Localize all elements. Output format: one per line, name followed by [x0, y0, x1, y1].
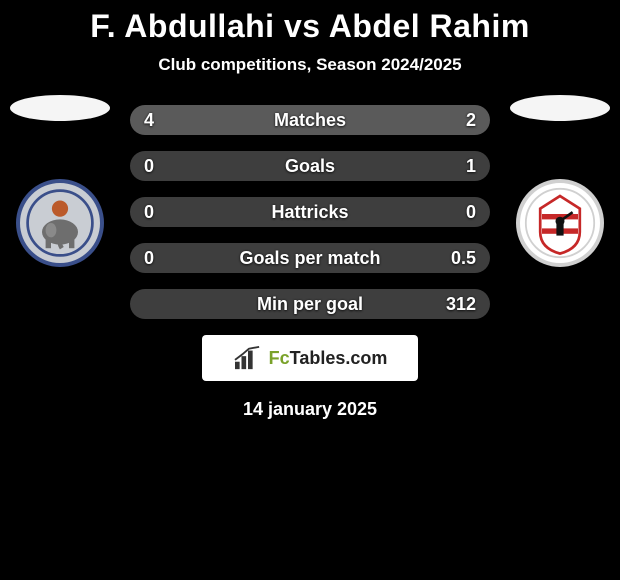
stat-label: Hattricks — [130, 202, 490, 223]
stat-left-value: 0 — [144, 156, 154, 177]
player-left-ellipse — [10, 95, 110, 121]
stat-label: Goals — [130, 156, 490, 177]
enyimba-logo-icon — [24, 187, 96, 259]
club-logo-right — [516, 179, 604, 267]
player-right-column — [500, 95, 620, 267]
bar-chart-icon — [233, 345, 263, 371]
comparison-title: F. Abdullahi vs Abdel Rahim — [0, 0, 620, 45]
comparison-date: 14 january 2025 — [0, 399, 620, 420]
player-right-ellipse — [510, 95, 610, 121]
branding-suffix: Tables.com — [290, 348, 388, 368]
branding-prefix: Fc — [269, 348, 290, 368]
comparison-subtitle: Club competitions, Season 2024/2025 — [0, 55, 620, 75]
club-logo-left — [16, 179, 104, 267]
stat-right-value: 312 — [446, 294, 476, 315]
stat-row: 4Matches2 — [130, 105, 490, 135]
stat-right-value: 0.5 — [451, 248, 476, 269]
stat-label: Min per goal — [130, 294, 490, 315]
stat-right-value: 1 — [466, 156, 476, 177]
stat-label: Matches — [130, 110, 490, 131]
stat-row: Min per goal312 — [130, 289, 490, 319]
stat-left-value: 0 — [144, 248, 154, 269]
branding-badge: FcTables.com — [202, 335, 418, 381]
stat-label: Goals per match — [130, 248, 490, 269]
player-left-column — [0, 95, 120, 267]
stat-left-value: 0 — [144, 202, 154, 223]
comparison-arena: 4Matches20Goals10Hattricks00Goals per ma… — [0, 105, 620, 420]
stat-row: 0Hattricks0 — [130, 197, 490, 227]
stat-row: 0Goals per match0.5 — [130, 243, 490, 273]
stat-left-value: 4 — [144, 110, 154, 131]
stat-row: 0Goals1 — [130, 151, 490, 181]
zamalek-logo-icon — [524, 187, 596, 259]
stats-rows: 4Matches20Goals10Hattricks00Goals per ma… — [130, 105, 490, 319]
stat-right-value: 2 — [466, 110, 476, 131]
stat-right-value: 0 — [466, 202, 476, 223]
